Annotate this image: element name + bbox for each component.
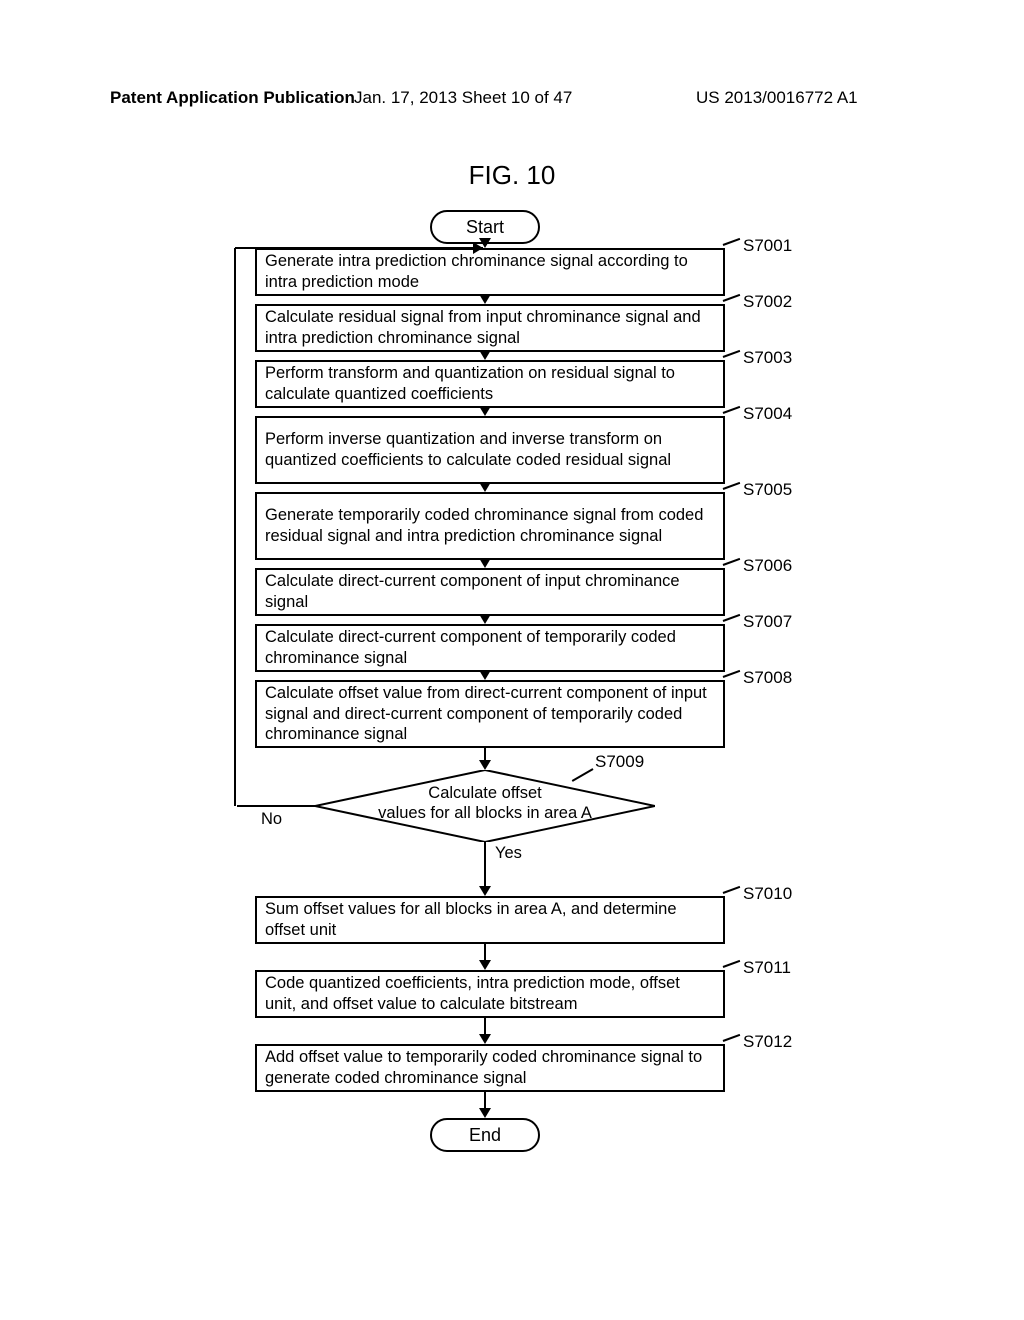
yes-label: Yes bbox=[495, 844, 522, 863]
step-label: S7001 bbox=[743, 236, 792, 256]
step-label: S7006 bbox=[743, 556, 792, 576]
flowchart: StartGenerate intra prediction chrominan… bbox=[255, 210, 785, 1260]
step-label: S7011 bbox=[743, 958, 791, 978]
step-label: S7003 bbox=[743, 348, 792, 368]
header-center: Jan. 17, 2013 Sheet 10 of 47 bbox=[354, 88, 572, 108]
process-box: Sum offset values for all blocks in area… bbox=[255, 896, 725, 944]
end-terminator: End bbox=[430, 1118, 540, 1152]
process-box: Calculate offset value from direct-curre… bbox=[255, 680, 725, 748]
process-box: Calculate direct-current component of in… bbox=[255, 568, 725, 616]
header-right: US 2013/0016772 A1 bbox=[696, 88, 858, 108]
step-label: S7007 bbox=[743, 612, 792, 632]
process-box: Generate intra prediction chrominance si… bbox=[255, 248, 725, 296]
step-label: S7010 bbox=[743, 884, 792, 904]
step-label: S7008 bbox=[743, 668, 792, 688]
process-box: Code quantized coefficients, intra predi… bbox=[255, 970, 725, 1018]
header-left: Patent Application Publication bbox=[110, 88, 355, 108]
step-label: S7012 bbox=[743, 1032, 792, 1052]
process-box: Calculate direct-current component of te… bbox=[255, 624, 725, 672]
step-label: S7002 bbox=[743, 292, 792, 312]
process-box: Calculate residual signal from input chr… bbox=[255, 304, 725, 352]
process-box: Perform inverse quantization and inverse… bbox=[255, 416, 725, 484]
process-box: Add offset value to temporarily coded ch… bbox=[255, 1044, 725, 1092]
step-label: S7005 bbox=[743, 480, 792, 500]
figure-title: FIG. 10 bbox=[0, 160, 1024, 191]
no-label: No bbox=[261, 810, 282, 829]
decision-text: Calculate offsetvalues for all blocks in… bbox=[335, 784, 635, 824]
process-box: Perform transform and quantization on re… bbox=[255, 360, 725, 408]
process-box: Generate temporarily coded chrominance s… bbox=[255, 492, 725, 560]
step-label: S7009 bbox=[595, 752, 644, 772]
step-label: S7004 bbox=[743, 404, 792, 424]
